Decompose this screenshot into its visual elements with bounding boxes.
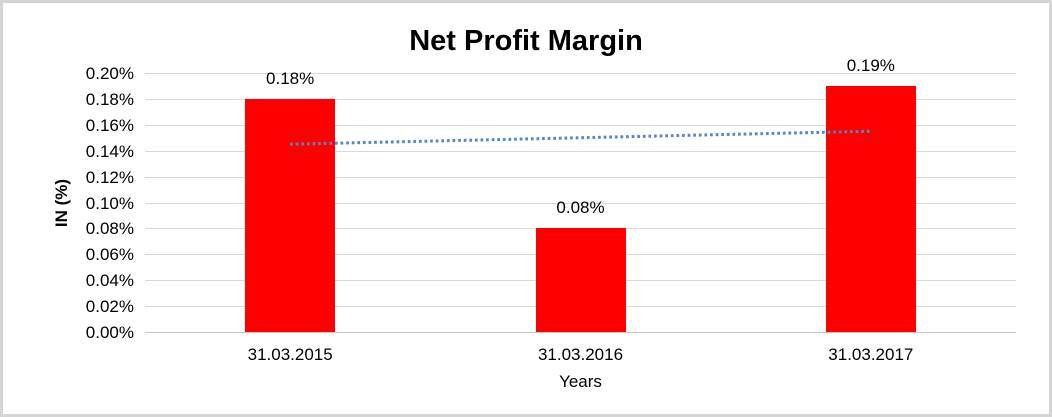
- bar-31.03.2016: [536, 228, 626, 332]
- gridline: [145, 151, 1016, 152]
- y-tick-label: 0.10%: [85, 194, 134, 213]
- y-tick-label: 0.00%: [85, 323, 134, 342]
- gridline: [145, 99, 1016, 100]
- y-tick-label: 0.04%: [85, 271, 134, 290]
- gridline: [145, 73, 1016, 74]
- y-tick-label: 0.02%: [85, 297, 134, 316]
- y-tick-label: 0.08%: [85, 219, 134, 238]
- data-label: 0.08%: [556, 198, 605, 217]
- y-tick-label: 0.14%: [85, 142, 134, 161]
- y-tick-label: 0.06%: [85, 245, 134, 264]
- y-tick-label: 0.18%: [85, 90, 134, 109]
- y-tick-label: 0.20%: [85, 64, 134, 83]
- gridline: [145, 203, 1016, 204]
- x-axis-line: [145, 332, 1016, 333]
- data-label: 0.18%: [266, 69, 315, 88]
- y-tick-label: 0.12%: [85, 168, 134, 187]
- bar-31.03.2015: [245, 99, 335, 332]
- gridline: [145, 125, 1016, 126]
- x-axis-title: Years: [559, 372, 602, 391]
- y-tick-label: 0.16%: [85, 116, 134, 135]
- gridline: [145, 177, 1016, 178]
- x-tick-label: 31.03.2015: [247, 345, 333, 364]
- x-tick-label: 31.03.2017: [828, 345, 914, 364]
- x-tick-label: 31.03.2016: [537, 345, 624, 364]
- data-label: 0.19%: [846, 56, 895, 75]
- bar-31.03.2017: [826, 86, 916, 332]
- chart-title: Net Profit Margin: [409, 25, 643, 57]
